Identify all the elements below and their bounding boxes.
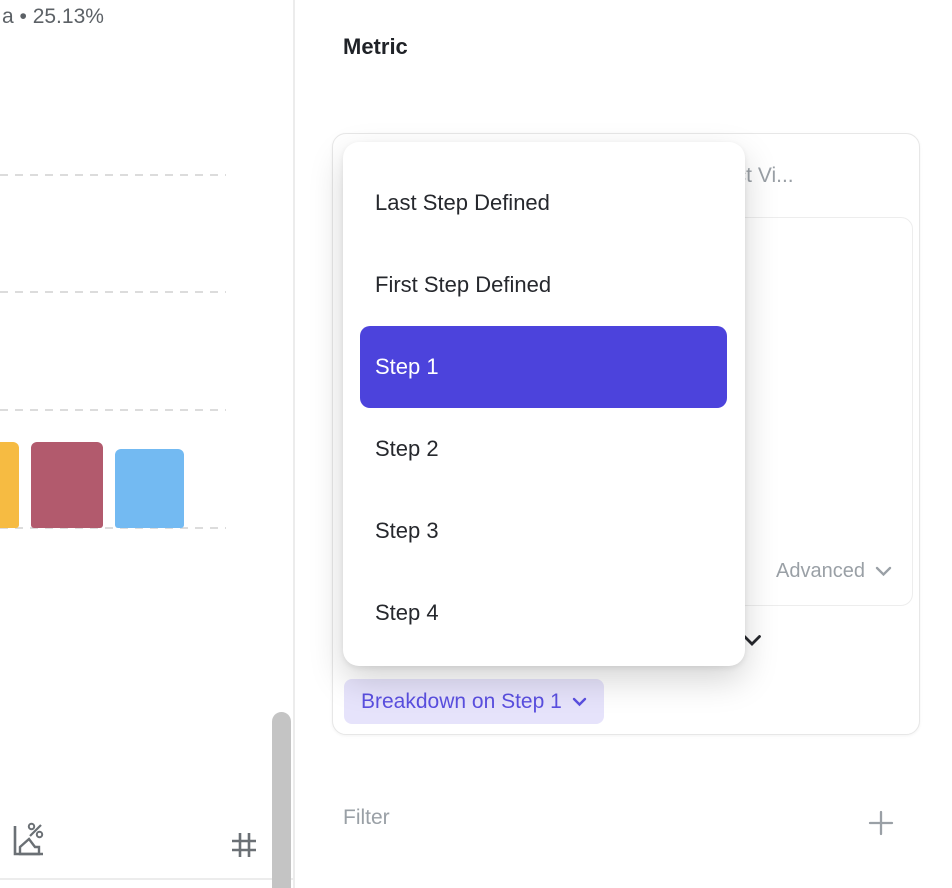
- chart-gridline: [0, 291, 226, 293]
- advanced-toggle[interactable]: Advanced: [776, 560, 892, 583]
- breakdown-label: Breakdown on Step 1: [361, 689, 562, 713]
- filter-section-label: Filter: [343, 806, 390, 829]
- dropdown-item-step-2[interactable]: Step 2: [375, 436, 439, 461]
- chevron-down-icon: [572, 697, 587, 707]
- chevron-down-icon: [875, 566, 892, 577]
- funnel-bar-blue[interactable]: [115, 449, 184, 528]
- chart-gridline: [0, 174, 226, 176]
- dropdown-item-last-step-defined[interactable]: Last Step Defined: [375, 190, 550, 215]
- divider: [0, 878, 293, 880]
- advanced-label: Advanced: [776, 560, 865, 582]
- collapse-card-chevron-icon[interactable]: [742, 634, 762, 647]
- chart-panel: a • 25.13%: [0, 0, 295, 888]
- dropdown-item-step-4[interactable]: Step 4: [375, 600, 439, 625]
- step-select-dropdown: Last Step Defined First Step Defined Ste…: [343, 142, 745, 666]
- legend-fragment: a • 25.13%: [2, 5, 104, 28]
- panel-title: Metric: [343, 34, 408, 59]
- funnel-bar-maroon[interactable]: [31, 442, 103, 528]
- vertical-scrollbar[interactable]: [272, 712, 291, 888]
- dropdown-item-step-3[interactable]: Step 3: [375, 518, 439, 543]
- dropdown-item-step-1-selected[interactable]: Step 1: [360, 326, 727, 408]
- chart-gridline: [0, 409, 226, 411]
- grid-hash-icon[interactable]: [226, 827, 262, 863]
- funnel-bar-yellow[interactable]: [0, 442, 19, 528]
- breakdown-on-step-button[interactable]: Breakdown on Step 1: [344, 679, 604, 724]
- metric-panel: Metric uct Vi... Advanced Breakdown on S…: [295, 0, 952, 888]
- funnel-percent-chart-icon[interactable]: [5, 816, 49, 864]
- dropdown-item-first-step-defined[interactable]: First Step Defined: [375, 272, 552, 297]
- chart-baseline: [0, 527, 226, 529]
- add-filter-button[interactable]: [866, 808, 896, 838]
